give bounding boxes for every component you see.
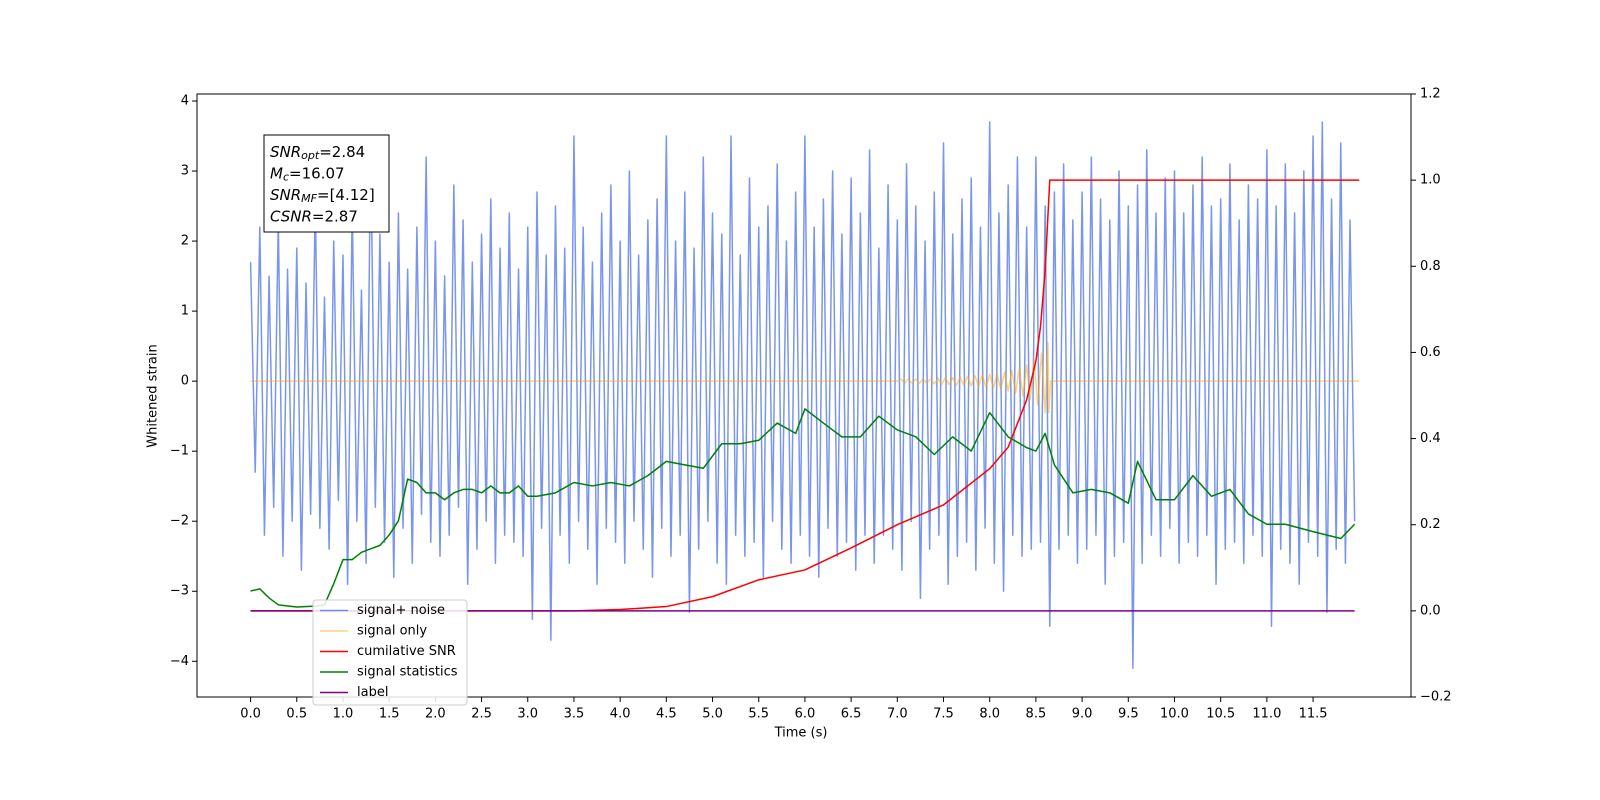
annotation-part: M: [270, 164, 283, 182]
y2-tick-label: 1.0: [1420, 173, 1441, 188]
legend-label: cumilative SNR: [357, 644, 456, 659]
annotation-part: c: [283, 171, 289, 184]
x-tick-label: 1.0: [333, 707, 354, 722]
annotation-part: CSNR: [270, 207, 312, 225]
y-tick-label: 4: [181, 94, 189, 109]
y-tick-label: −1: [170, 444, 189, 459]
y-tick-label: −4: [170, 654, 189, 669]
y2-tick-label: 1.2: [1420, 87, 1441, 102]
x-tick-label: 8.5: [1026, 707, 1047, 722]
annotation-box: [263, 134, 390, 233]
y2-tick-label: 0.4: [1420, 431, 1441, 446]
x-tick-label: 7.0: [887, 707, 908, 722]
y-tick-label: 2: [181, 234, 189, 249]
x-tick-label: 3.0: [517, 707, 538, 722]
series-line: [250, 408, 1356, 608]
x-axis-label: Time (s): [774, 726, 828, 741]
x-tick-label: 10.5: [1206, 707, 1235, 722]
x-tick-label: 11.0: [1252, 707, 1281, 722]
y-tick-label: −2: [170, 514, 189, 529]
legend-box: [312, 599, 468, 706]
series-line: [250, 179, 1360, 612]
x-tick-label: 2.5: [471, 707, 492, 722]
annotation-part: MF: [301, 192, 317, 205]
annotation-line: Mc=16.07: [270, 164, 345, 184]
annotation-part: SNR: [270, 186, 301, 204]
annotation-part: opt: [301, 149, 320, 162]
x-tick-label: 1.5: [379, 707, 400, 722]
y2-tick-label: 0.6: [1420, 345, 1441, 360]
annotation-part: =16.07: [289, 164, 345, 182]
x-tick-label: 9.5: [1118, 707, 1139, 722]
y-tick-label: 1: [181, 304, 189, 319]
y2-tick-label: 0.8: [1420, 259, 1441, 274]
x-tick-label: 5.0: [702, 707, 723, 722]
legend-label: label: [357, 685, 388, 700]
legend-label: signal only: [357, 624, 427, 639]
y2-tick-label: 0.2: [1420, 517, 1441, 532]
legend-label: signal+ noise: [357, 603, 445, 618]
x-tick-label: 6.0: [795, 707, 816, 722]
annotation-line: SNRopt=2.84: [270, 143, 365, 163]
annotation-part: =[4.12]: [317, 186, 375, 204]
annotation-part: =2.84: [319, 143, 365, 161]
y-tick-label: 0: [181, 374, 189, 389]
y2-tick-label: 0.0: [1420, 603, 1441, 618]
y2-tick-label: −0.2: [1420, 690, 1452, 705]
x-tick-label: 4.5: [656, 707, 677, 722]
annotation-part: =2.87: [312, 207, 358, 225]
y-tick-label: −3: [170, 584, 189, 599]
x-tick-label: 0.5: [286, 707, 307, 722]
x-tick-label: 4.0: [610, 707, 631, 722]
x-tick-label: 3.5: [564, 707, 585, 722]
x-tick-label: 11.5: [1299, 707, 1328, 722]
series-line: [249, 121, 1356, 670]
axes-frame: [196, 93, 1412, 698]
annotation-line: SNRMF=[4.12]: [270, 186, 375, 206]
x-tick-label: 10.0: [1160, 707, 1189, 722]
legend: signal+ noise signal only cumilative SNR si…: [312, 599, 468, 706]
x-tick-label: 9.0: [1072, 707, 1093, 722]
annotation-part: SNR: [270, 143, 301, 161]
annotation-line: CSNR=2.87: [270, 207, 358, 225]
x-tick-label: 0.0: [240, 707, 261, 722]
x-tick-label: 7.5: [933, 707, 954, 722]
x-tick-label: 2.0: [425, 707, 446, 722]
x-tick-label: 5.5: [748, 707, 769, 722]
y-tick-label: 3: [181, 164, 189, 179]
x-tick-label: 6.5: [841, 707, 862, 722]
x-tick-label: 8.0: [979, 707, 1000, 722]
legend-label: signal statistics: [357, 665, 458, 680]
y-axis-label: Whitened strain: [146, 344, 161, 447]
